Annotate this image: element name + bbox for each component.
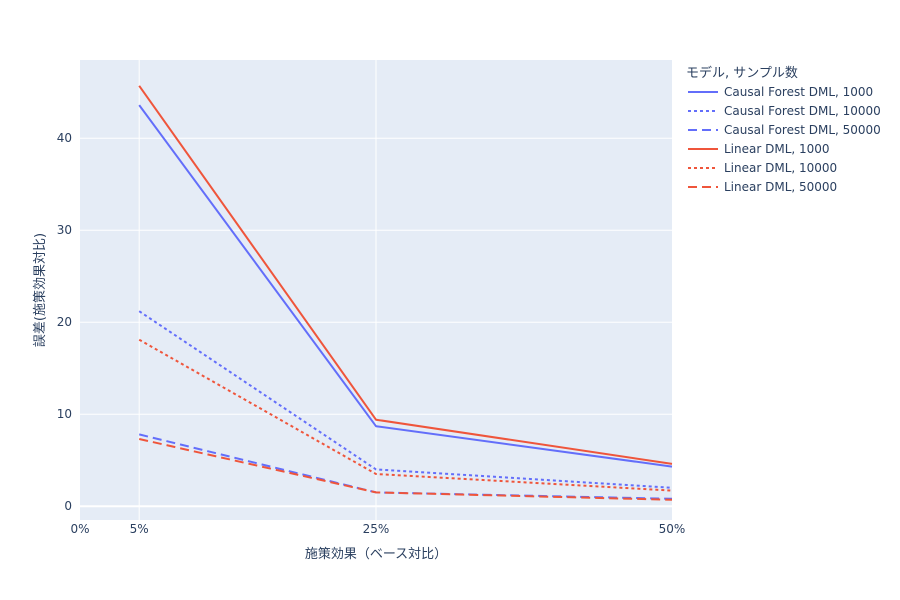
legend-title: モデル, サンプル数 (686, 65, 798, 81)
y-tick-label: 0 (64, 499, 72, 513)
x-tick-label: 5% (130, 522, 149, 536)
x-axis-title: 施策効果（ベース対比） (305, 546, 447, 562)
series-lines (138, 85, 673, 501)
series-line-4 (138, 85, 673, 465)
legend-label: Causal Forest DML, 10000 (724, 104, 881, 118)
legend: Causal Forest DML, 1000 Causal Forest DML… (688, 85, 881, 194)
series-line-5 (138, 338, 673, 492)
legend-label: Linear DML, 50000 (724, 180, 837, 194)
y-tick-label: 40 (57, 131, 72, 145)
y-tick-label: 10 (57, 407, 72, 421)
x-tick-label: 50% (659, 522, 686, 536)
legend-label: Linear DML, 10000 (724, 161, 837, 175)
legend-label: Linear DML, 1000 (724, 142, 830, 156)
y-tick-label: 20 (57, 315, 72, 329)
x-tick-label: 25% (363, 522, 390, 536)
y-tick-label: 30 (57, 223, 72, 237)
y-axis-ticks: 0 10 20 30 40 (57, 131, 72, 513)
series-line-2 (138, 310, 673, 489)
gridlines (80, 60, 672, 520)
legend-label: Causal Forest DML, 1000 (724, 85, 873, 99)
y-axis-title: 誤差(施策効果対比) (32, 233, 48, 347)
legend-label: Causal Forest DML, 50000 (724, 123, 881, 137)
series-line-1 (138, 104, 673, 468)
x-tick-label: 0% (70, 522, 89, 536)
x-axis-ticks: 0% 5% 25% 50% (70, 522, 685, 536)
series-line-6 (138, 438, 673, 501)
